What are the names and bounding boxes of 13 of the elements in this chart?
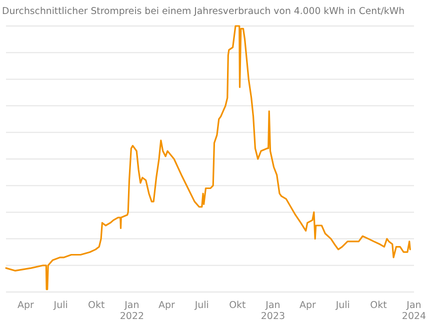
x-tick-label: Juli: [52, 300, 68, 311]
x-tick-label: Apr: [300, 300, 316, 311]
x-tick-label: Apr: [158, 300, 176, 311]
x-tick-label: Juli: [334, 300, 350, 311]
x-tick-label: Apr: [17, 300, 34, 311]
x-tick-label: Jan 2022: [120, 300, 144, 322]
x-tick-label: Okt: [229, 300, 246, 311]
chart-title: Durchschnittlicher Strompreis bei einem Jahresverbrauch von 4.000 kWh in Cent/kWh: [2, 6, 405, 17]
x-tick-label: Okt: [370, 300, 388, 311]
x-tick-label: Jan 2024: [402, 300, 426, 322]
x-tick-label: Jan 2023: [260, 300, 286, 322]
x-tick-label: Juli: [194, 300, 209, 311]
x-tick-label: Okt: [88, 300, 106, 311]
